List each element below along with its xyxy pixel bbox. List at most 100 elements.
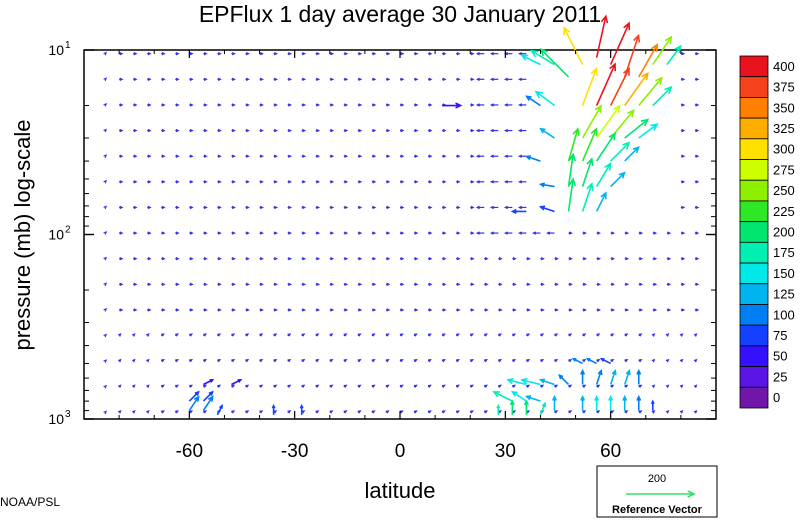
flux-vector xyxy=(520,377,541,386)
weak-vector xyxy=(273,103,278,107)
weak-vector xyxy=(259,128,264,133)
weak-vector xyxy=(329,282,335,286)
weak-vector xyxy=(287,103,293,107)
weak-vector xyxy=(638,282,644,286)
flux-vector xyxy=(492,391,513,402)
weak-vector xyxy=(624,333,629,337)
weak-vector xyxy=(400,308,405,312)
weak-vector xyxy=(414,77,419,81)
weak-vector xyxy=(385,282,391,286)
colorbar-swatch xyxy=(739,138,769,160)
reference-arrow xyxy=(626,490,696,498)
weak-vector xyxy=(428,257,433,261)
weak-vector xyxy=(301,103,307,107)
weak-vector xyxy=(119,308,124,312)
weak-vector xyxy=(259,282,264,286)
weak-vector xyxy=(343,384,348,388)
weak-vector xyxy=(203,205,208,210)
weak-vector xyxy=(469,410,474,414)
weak-vector xyxy=(160,410,165,414)
weak-vector xyxy=(119,128,124,133)
weak-vector xyxy=(146,384,150,388)
weak-vector xyxy=(203,358,208,363)
weak-vector xyxy=(610,308,616,312)
weak-vector xyxy=(554,257,559,261)
weak-vector xyxy=(301,180,307,184)
colorbar-swatch xyxy=(739,97,769,119)
weak-vector xyxy=(161,205,166,210)
flux-vector xyxy=(299,403,304,415)
weak-vector xyxy=(133,77,138,81)
flux-vector xyxy=(188,395,200,412)
weak-vector xyxy=(245,77,250,81)
weak-vector xyxy=(357,180,363,184)
colorbar-swatch xyxy=(739,366,769,388)
weak-vector xyxy=(503,180,513,184)
weak-vector xyxy=(385,180,391,184)
weak-vector xyxy=(503,103,513,107)
weak-vector xyxy=(146,409,150,414)
weak-vector xyxy=(489,205,499,210)
weak-vector xyxy=(596,308,602,312)
weak-vector xyxy=(679,358,684,363)
chart-title: EPFlux 1 day average 30 January 2011 xyxy=(199,1,601,27)
x-tick-label: 0 xyxy=(395,441,406,462)
flux-vector xyxy=(510,208,527,214)
weak-vector xyxy=(315,384,320,388)
weak-vector xyxy=(133,154,138,158)
weak-vector xyxy=(245,52,250,56)
weak-vector xyxy=(287,180,293,184)
weak-vector xyxy=(498,282,503,286)
weak-vector xyxy=(343,282,349,286)
colorbar-swatch xyxy=(739,76,769,98)
weak-vector xyxy=(329,103,335,107)
weak-vector xyxy=(273,282,278,286)
weak-vector xyxy=(231,128,236,133)
weak-vector xyxy=(371,257,377,261)
weak-vector xyxy=(475,52,485,56)
weak-vector xyxy=(315,231,321,235)
weak-vector xyxy=(518,128,527,133)
weak-vector xyxy=(399,384,404,388)
flux-vector xyxy=(595,191,607,212)
colorbar-label: 300 xyxy=(773,142,795,157)
weak-vector xyxy=(624,308,630,312)
weak-vector xyxy=(385,103,391,107)
weak-vector xyxy=(456,77,461,81)
colorbar-swatch xyxy=(739,179,769,202)
weak-vector xyxy=(119,205,124,210)
flux-vector xyxy=(202,390,214,402)
weak-vector xyxy=(680,103,686,107)
weak-vector xyxy=(231,384,236,388)
weak-vector xyxy=(329,308,335,312)
weak-vector xyxy=(273,154,278,158)
weak-vector xyxy=(287,205,293,210)
weak-vector xyxy=(568,410,573,414)
weak-vector xyxy=(638,333,643,337)
flux-vector xyxy=(525,95,541,107)
weak-vector xyxy=(610,257,616,261)
weak-vector xyxy=(245,384,250,388)
weak-vector xyxy=(470,180,475,184)
weak-vector xyxy=(680,282,686,286)
weak-vector xyxy=(680,308,686,312)
weak-vector xyxy=(357,52,363,56)
weak-vector xyxy=(694,77,700,81)
weak-vector xyxy=(680,180,686,184)
weak-vector xyxy=(554,282,559,286)
reference-vector-arrow xyxy=(626,490,696,498)
weak-vector xyxy=(217,257,222,261)
weak-vector xyxy=(287,154,293,158)
colorbar-label: 400 xyxy=(773,59,795,74)
colorbar-label: 200 xyxy=(773,225,795,240)
plot-area xyxy=(83,49,717,420)
weak-vector xyxy=(484,257,489,261)
weak-vector xyxy=(133,205,138,210)
weak-vector xyxy=(217,282,222,286)
weak-vector xyxy=(103,128,108,133)
weak-vector xyxy=(119,180,124,184)
weak-vector xyxy=(357,77,363,81)
weak-vector xyxy=(489,180,499,184)
vector-field xyxy=(103,14,700,416)
weak-vector xyxy=(245,333,250,337)
